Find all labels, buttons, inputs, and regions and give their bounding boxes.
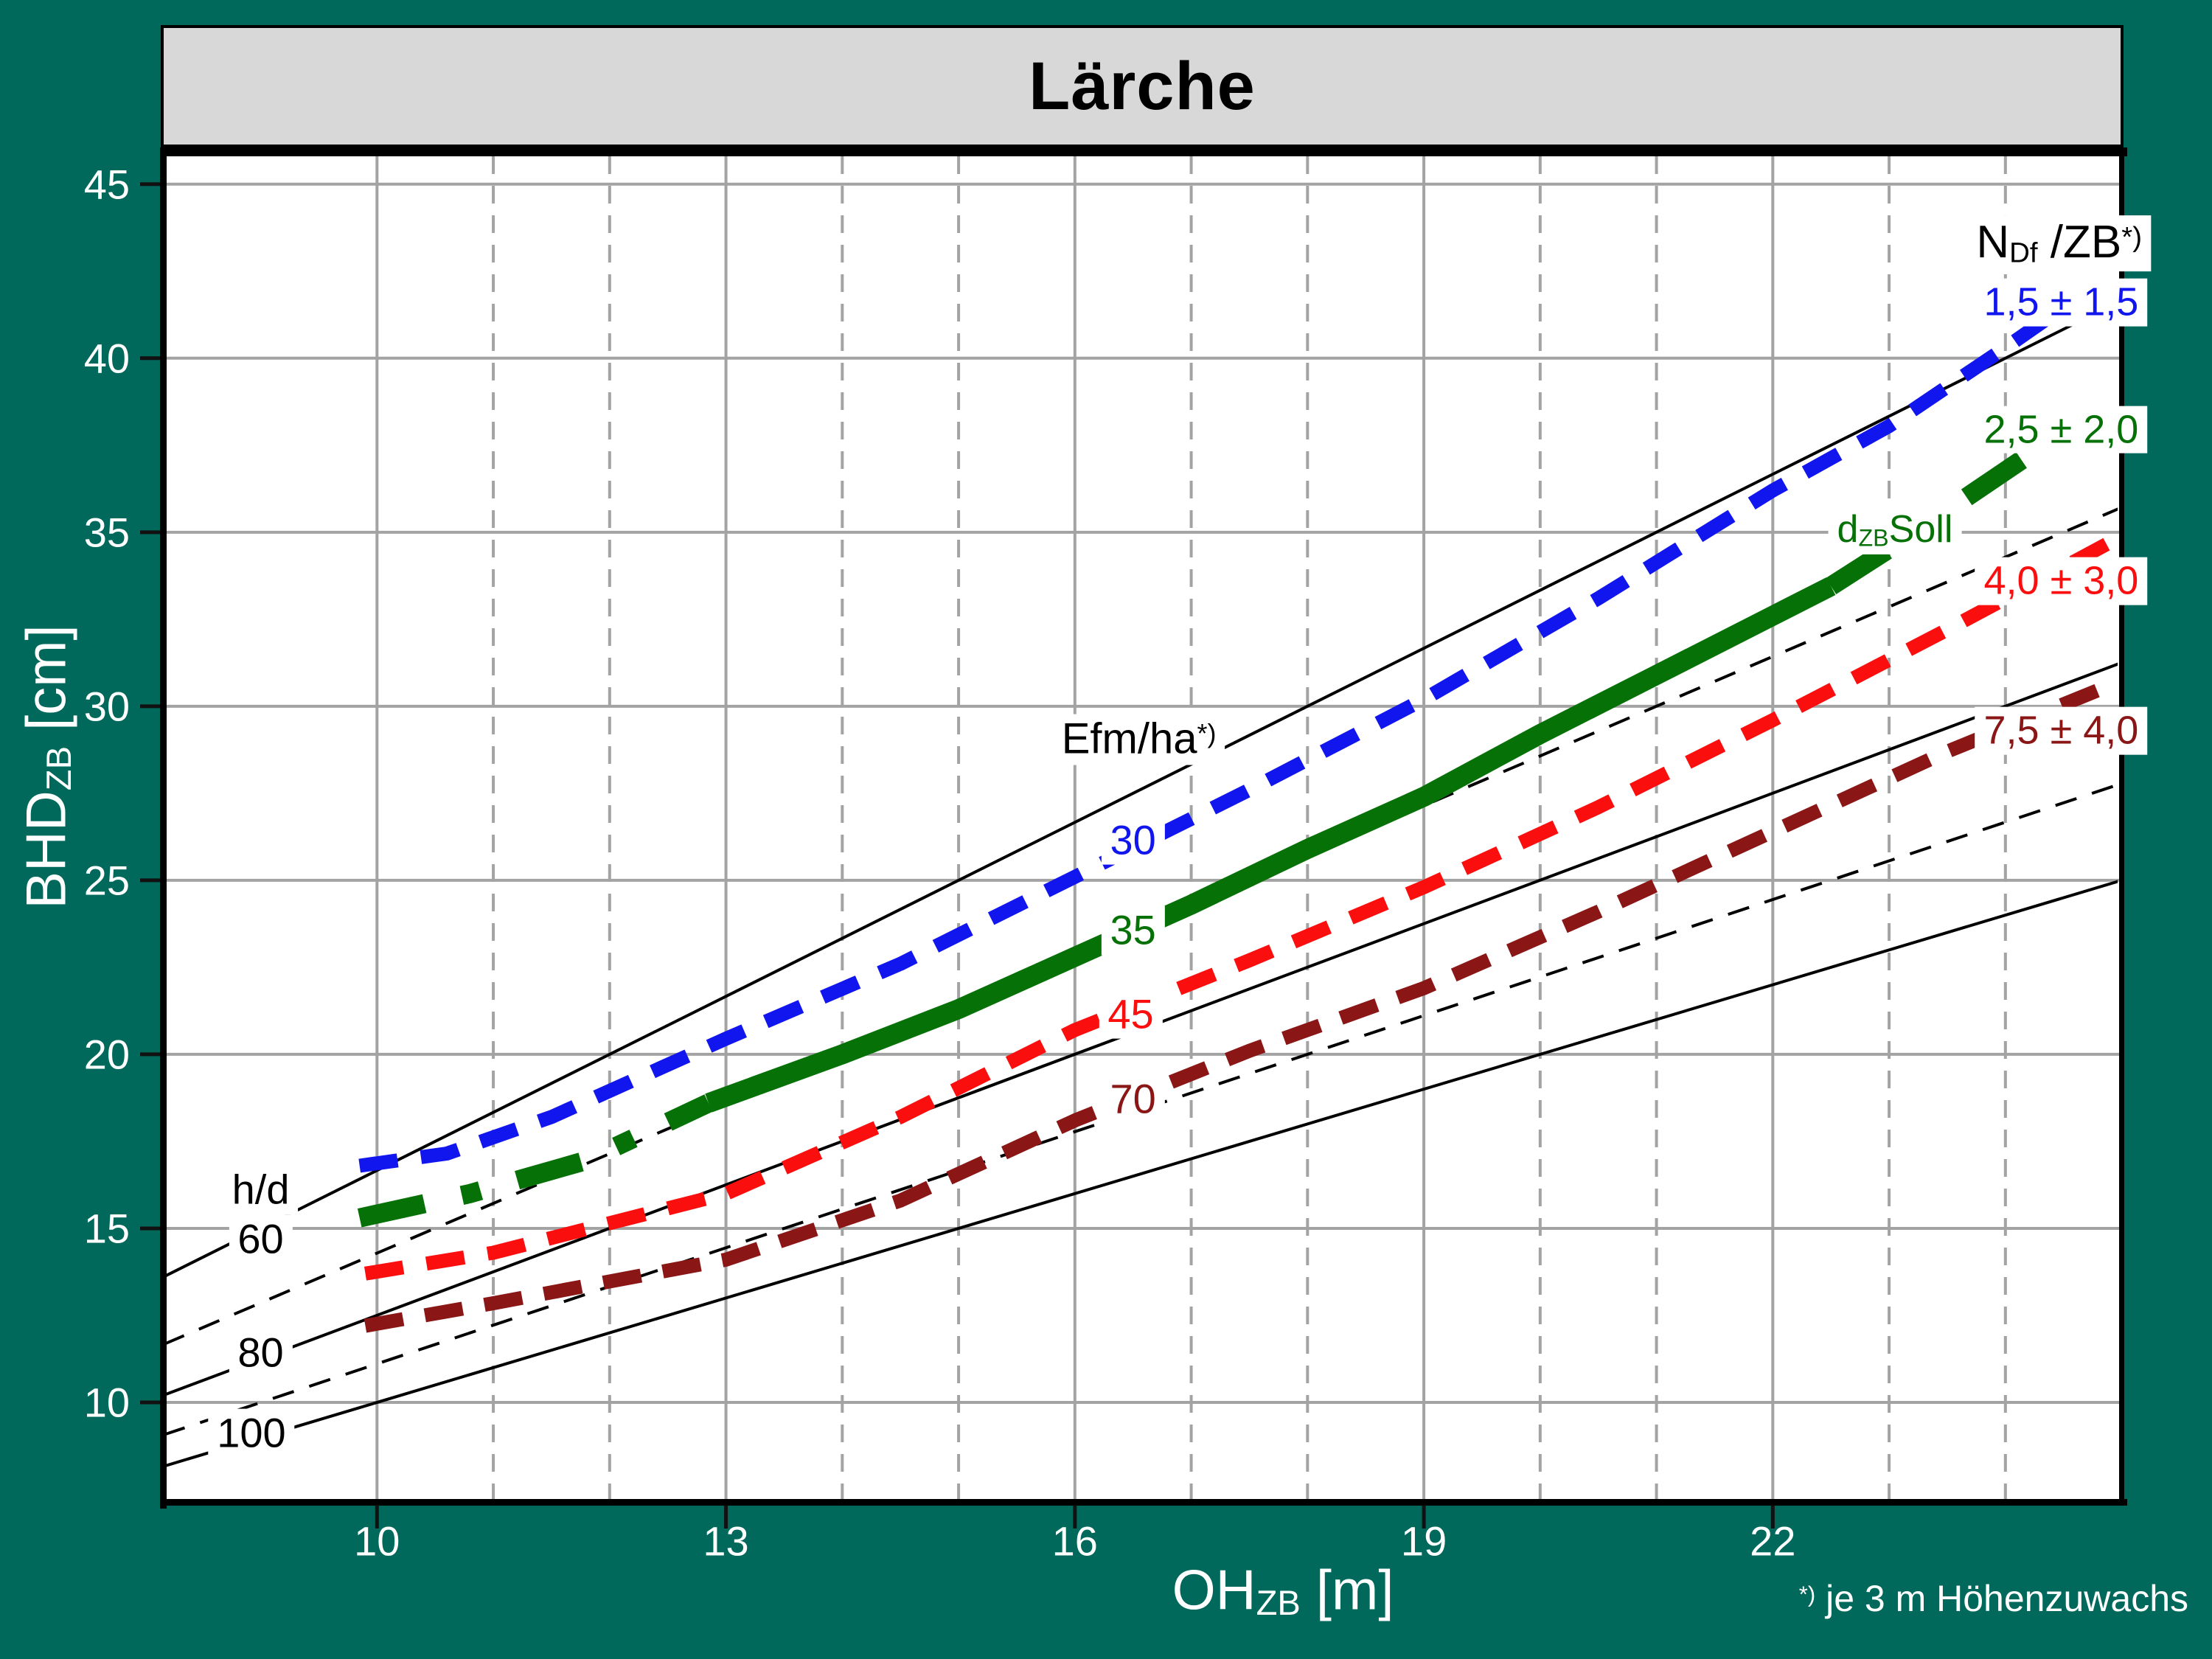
bottom-spine <box>160 1499 2127 1506</box>
hd-100-line <box>167 880 2118 1467</box>
y-tick-label-30: 30 <box>84 683 130 729</box>
x-tick-label-19: 19 <box>1401 1518 1447 1565</box>
hd-60-line <box>167 300 2118 1277</box>
y-axis-ticks: 10 15 20 25 30 35 40 45 <box>84 161 161 1425</box>
left-spine <box>160 147 167 1509</box>
data-series <box>167 300 2118 1467</box>
hd-70-line <box>167 507 2118 1345</box>
dzb-soll-solid <box>705 577 1836 1113</box>
y-tick-label-10: 10 <box>84 1379 130 1425</box>
y-tick-label-45: 45 <box>84 161 130 207</box>
gridlines-major <box>164 156 2121 1502</box>
y-tick-label-20: 20 <box>84 1031 130 1077</box>
ndf-7-5-line <box>364 678 2113 1333</box>
right-spine <box>2119 147 2124 1506</box>
top-spine <box>160 147 2127 156</box>
x-tick-label-16: 16 <box>1052 1518 1098 1565</box>
y-tick-label-15: 15 <box>84 1205 130 1251</box>
x-tick-label-10: 10 <box>354 1518 400 1565</box>
y-tick-label-35: 35 <box>84 509 130 555</box>
ndf-1-5-line <box>358 305 2062 1173</box>
y-tick-label-40: 40 <box>84 335 130 381</box>
ndf-4-0-line <box>364 532 2118 1281</box>
y-tick-label-25: 25 <box>84 857 130 903</box>
ndf-2-5-line-dashdot-a <box>357 1094 713 1228</box>
title-bar: Lärche <box>161 25 2124 147</box>
ndf-2-5-line-dashdot-b <box>1826 451 2028 594</box>
chart-title: Lärche <box>1029 48 1256 124</box>
x-tick-label-13: 13 <box>703 1518 748 1565</box>
x-axis-ticks: 10 13 16 19 22 <box>354 1505 1795 1565</box>
plot-spines <box>160 147 2127 1509</box>
x-tick-label-22: 22 <box>1750 1518 1795 1565</box>
